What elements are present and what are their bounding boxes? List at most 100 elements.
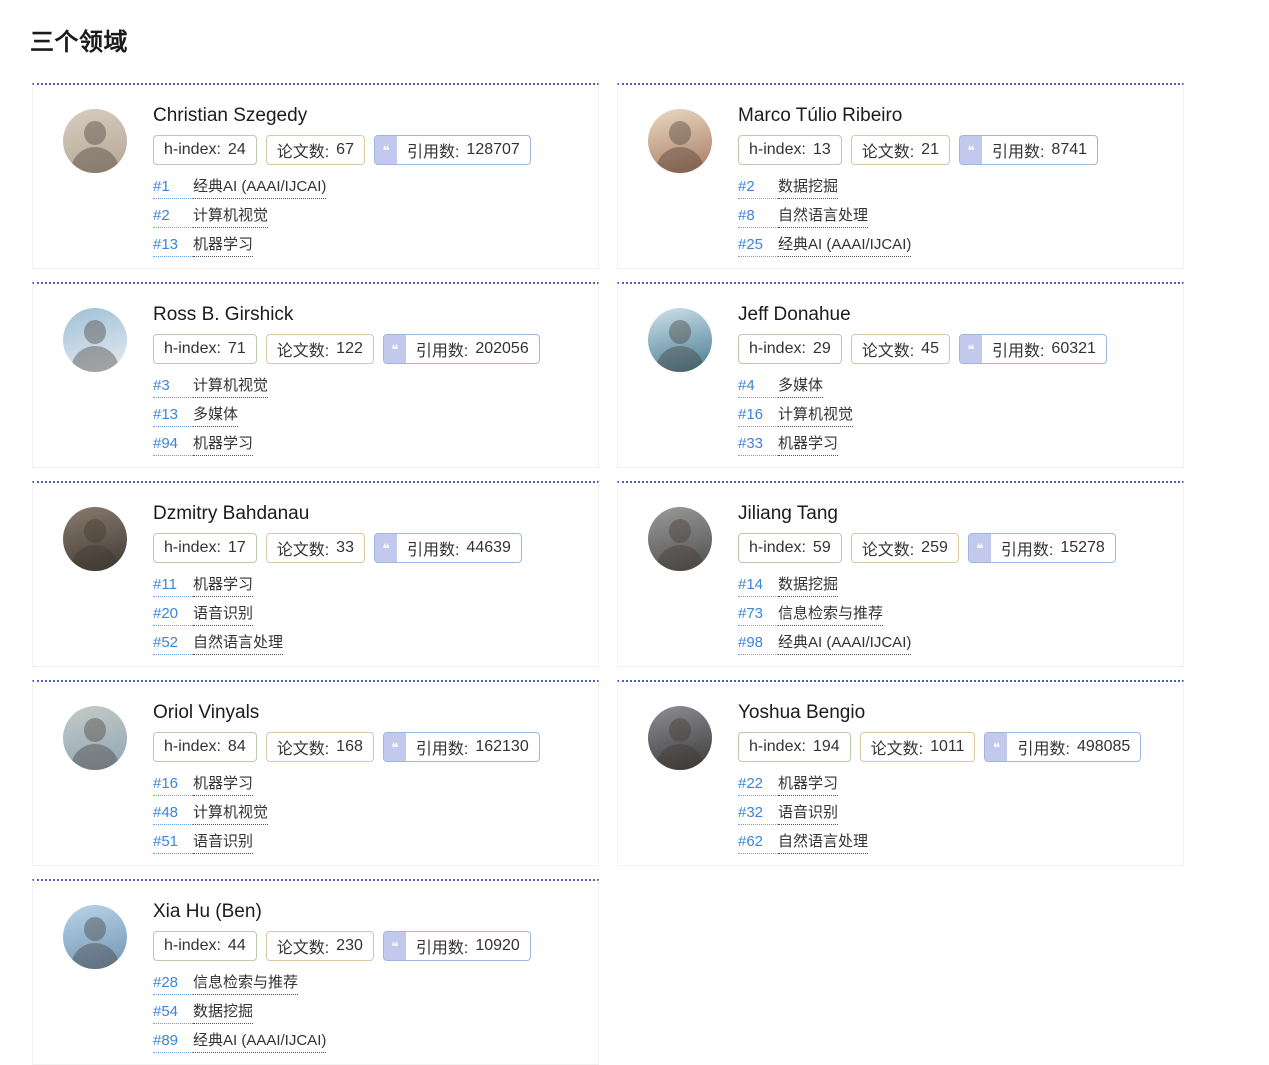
paper-count-badge: 论文数: 67 [265, 135, 365, 165]
rank-number-link[interactable]: #13 [153, 235, 193, 257]
rank-field-link[interactable]: 经典AI (AAAI/IJCAI) [193, 177, 327, 199]
rank-number-link[interactable]: #28 [153, 973, 193, 995]
avatar [63, 706, 127, 770]
rank-number-link[interactable]: #16 [153, 774, 193, 796]
stat-badges: h-index: 71 论文数: 122 ❝ 引用数: 202056 [153, 334, 590, 364]
rank-field-link[interactable]: 机器学习 [193, 434, 254, 456]
rank-number-link[interactable]: #2 [738, 177, 778, 199]
rank-number-link[interactable]: #11 [153, 575, 193, 597]
researcher-name: Ross B. Girshick [153, 304, 294, 325]
h-index-label: h-index: [164, 340, 221, 357]
rank-list: #16 机器学习 #48 计算机视觉 #51 语音识别 [153, 774, 590, 854]
rank-row: #62 自然语言处理 [738, 832, 1175, 854]
rank-row: #20 语音识别 [153, 604, 590, 626]
rank-number-link[interactable]: #89 [153, 1031, 193, 1053]
rank-field-link[interactable]: 经典AI (AAAI/IJCAI) [778, 633, 912, 655]
rank-list: #3 计算机视觉 #13 多媒体 #94 机器学习 [153, 376, 590, 456]
rank-field-link[interactable]: 数据挖掘 [778, 575, 839, 597]
rank-number-link[interactable]: #1 [153, 177, 193, 199]
rank-field-link[interactable]: 语音识别 [778, 803, 839, 825]
rank-number-link[interactable]: #54 [153, 1002, 193, 1024]
rank-number-link[interactable]: #13 [153, 405, 193, 427]
rank-number-link[interactable]: #32 [738, 803, 778, 825]
rank-number-link[interactable]: #48 [153, 803, 193, 825]
rank-list: #14 数据挖掘 #73 信息检索与推荐 #98 经典AI (AAAI/IJCAI) [738, 575, 1175, 655]
researcher-card: Marco Túlio Ribeiro h-index: 13 论文数: 21 … [617, 83, 1184, 269]
rank-list: #2 数据挖掘 #8 自然语言处理 #25 经典AI (AAAI/IJCAI) [738, 177, 1175, 257]
rank-field-link[interactable]: 计算机视觉 [778, 405, 854, 427]
page-title: 三个领域 [30, 29, 128, 56]
h-index-label: h-index: [749, 141, 806, 158]
quote-icon: ❝ [959, 335, 982, 363]
rank-field-link[interactable]: 多媒体 [193, 405, 239, 427]
citation-count-body: 引用数: 162130 [406, 735, 539, 759]
researcher-card: Jiliang Tang h-index: 59 论文数: 259 ❝ 引用数:… [617, 481, 1184, 667]
rank-number-link[interactable]: #3 [153, 376, 193, 398]
rank-field-link[interactable]: 机器学习 [778, 434, 839, 456]
citation-count-badge: ❝ 引用数: 162130 [382, 732, 540, 762]
h-index-badge: h-index: 24 [153, 135, 257, 165]
rank-number-link[interactable]: #25 [738, 235, 778, 257]
rank-field-link[interactable]: 自然语言处理 [193, 633, 284, 655]
h-index-badge: h-index: 84 [153, 732, 257, 762]
rank-number-link[interactable]: #33 [738, 434, 778, 456]
quote-icon: ❝ [383, 335, 406, 363]
rank-row: #22 机器学习 [738, 774, 1175, 796]
rank-field-link[interactable]: 多媒体 [778, 376, 824, 398]
rank-number-link[interactable]: #73 [738, 604, 778, 626]
h-index-label: h-index: [749, 539, 806, 556]
rank-field-link[interactable]: 机器学习 [193, 235, 254, 257]
paper-count-badge: 论文数: 33 [265, 533, 365, 563]
quote-icon: ❝ [968, 534, 991, 562]
rank-field-link[interactable]: 机器学习 [193, 575, 254, 597]
rank-number-link[interactable]: #16 [738, 405, 778, 427]
h-index-badge: h-index: 59 [738, 533, 842, 563]
rank-field-link[interactable]: 经典AI (AAAI/IJCAI) [778, 235, 912, 257]
rank-field-link[interactable]: 自然语言处理 [778, 206, 869, 228]
rank-number-link[interactable]: #8 [738, 206, 778, 228]
rank-field-link[interactable]: 数据挖掘 [193, 1002, 254, 1024]
rank-number-link[interactable]: #52 [153, 633, 193, 655]
h-index-value: 84 [227, 738, 246, 755]
rank-field-link[interactable]: 数据挖掘 [778, 177, 839, 199]
rank-field-link[interactable]: 机器学习 [778, 774, 839, 796]
rank-number-link[interactable]: #14 [738, 575, 778, 597]
rank-field-link[interactable]: 计算机视觉 [193, 803, 269, 825]
rank-number-link[interactable]: #94 [153, 434, 193, 456]
citation-count-value: 60321 [1051, 340, 1096, 357]
citation-count-value: 128707 [466, 141, 520, 158]
rank-field-link[interactable]: 自然语言处理 [778, 832, 869, 854]
rank-field-link[interactable]: 信息检索与推荐 [193, 973, 299, 995]
rank-number-link[interactable]: #98 [738, 633, 778, 655]
rank-number-link[interactable]: #22 [738, 774, 778, 796]
rank-field-link[interactable]: 信息检索与推荐 [778, 604, 884, 626]
researcher-name: Oriol Vinyals [153, 702, 260, 723]
rank-number-link[interactable]: #20 [153, 604, 193, 626]
h-index-value: 17 [227, 539, 246, 556]
citation-count-badge: ❝ 引用数: 10920 [382, 931, 531, 961]
paper-count-label: 论文数: [861, 542, 915, 559]
paper-count-value: 259 [921, 539, 948, 556]
rank-number-link[interactable]: #62 [738, 832, 778, 854]
rank-field-link[interactable]: 机器学习 [193, 774, 254, 796]
rank-field-link[interactable]: 经典AI (AAAI/IJCAI) [193, 1031, 327, 1053]
rank-field-link[interactable]: 计算机视觉 [193, 376, 269, 398]
rank-row: #52 自然语言处理 [153, 633, 590, 655]
citation-count-label: 引用数: [406, 144, 460, 161]
researcher-card: Dzmitry Bahdanau h-index: 17 论文数: 33 ❝ 引… [32, 481, 599, 667]
rank-number-link[interactable]: #51 [153, 832, 193, 854]
paper-count-badge: 论文数: 230 [265, 931, 374, 961]
researcher-name: Yoshua Bengio [738, 702, 866, 723]
researcher-info: Marco Túlio Ribeiro h-index: 13 论文数: 21 … [738, 105, 1175, 264]
citation-count-label: 引用数: [1017, 741, 1070, 758]
h-index-value: 194 [812, 738, 840, 755]
rank-field-link[interactable]: 语音识别 [193, 832, 254, 854]
citation-count-label: 引用数: [415, 343, 469, 360]
rank-number-link[interactable]: #2 [153, 206, 193, 228]
paper-count-badge: 论文数: 45 [850, 334, 950, 364]
h-index-label: h-index: [164, 738, 221, 755]
citation-count-label: 引用数: [406, 542, 460, 559]
rank-field-link[interactable]: 计算机视觉 [193, 206, 269, 228]
rank-field-link[interactable]: 语音识别 [193, 604, 254, 626]
rank-number-link[interactable]: #4 [738, 376, 778, 398]
